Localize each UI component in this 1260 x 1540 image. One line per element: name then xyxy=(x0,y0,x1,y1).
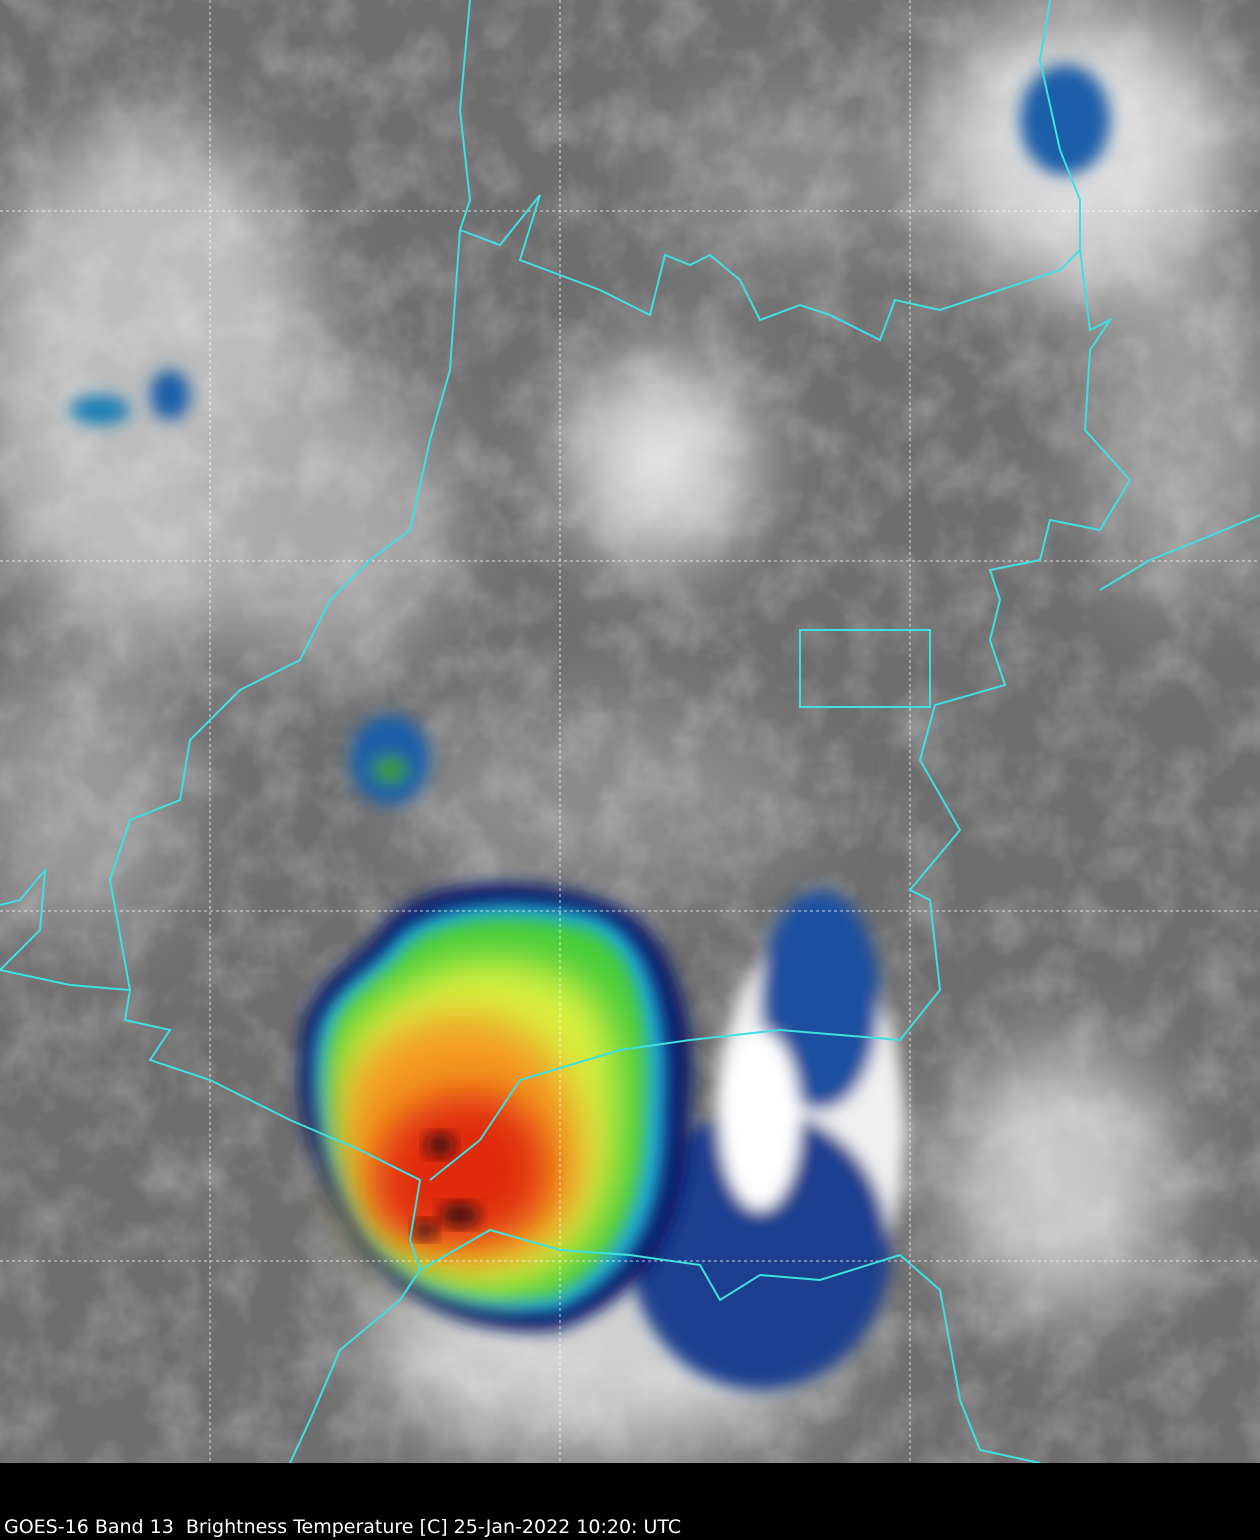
graticule xyxy=(0,0,1260,1463)
borders xyxy=(0,0,1260,1463)
storm-core xyxy=(298,883,693,1332)
satellite-image xyxy=(0,0,1260,1463)
cold-cloud-tops xyxy=(70,65,1110,1390)
caption: GOES-16 Band 13 Brightness Temperature [… xyxy=(4,1516,682,1538)
